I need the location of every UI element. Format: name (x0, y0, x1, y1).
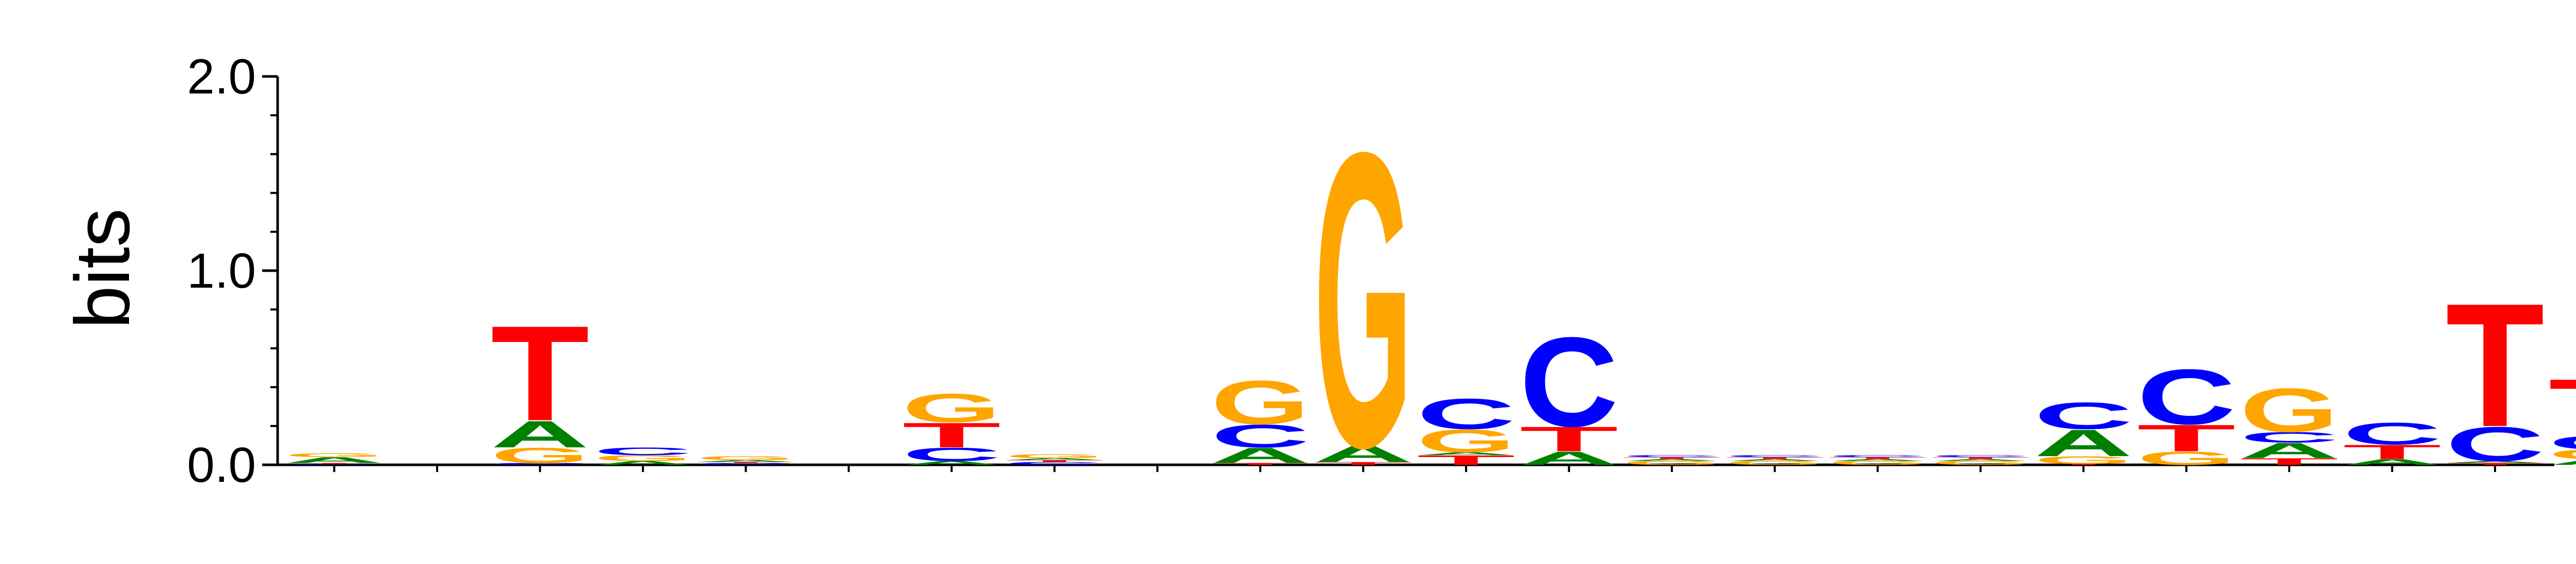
logo-letter-c: C (1726, 455, 1824, 458)
logo-letter-a: A (1931, 459, 2030, 462)
logo-letter-t: T (1005, 460, 1104, 463)
logo-letter-t: T (697, 462, 795, 463)
logo-letter-t: T (1211, 462, 1310, 465)
logo-letter-a: A (1005, 458, 1104, 461)
logo-letter-a: A (902, 460, 1001, 466)
logo-letter-c: C (1520, 311, 1618, 453)
logo-letter-g: G (2240, 376, 2339, 446)
logo-letter-a: A (697, 460, 795, 463)
logo-letter-c: C (1622, 455, 1721, 458)
logo-letter-t: T (285, 463, 383, 465)
logo-letter-g: G (285, 452, 383, 458)
logo-letter-g: G (2034, 454, 2133, 466)
logo-letter-a: A (593, 460, 692, 466)
logo-letter-a: A (1314, 441, 1412, 467)
logo-letter-t: T (1520, 419, 1618, 459)
logo-letter-c: C (491, 462, 589, 465)
logo-letter-g: G (1005, 453, 1104, 459)
logo-letter-g: G (2137, 448, 2235, 469)
logo-letter-c: C (1416, 389, 1515, 438)
logo-letter-c: C (2240, 429, 2339, 446)
y-tick-label: 1.0 (187, 243, 256, 299)
logo-letter-a: A (1520, 448, 1618, 469)
logo-letter-g: G (1726, 460, 1824, 466)
logo-letter-t: T (491, 297, 589, 449)
logo-letter-a: A (2343, 458, 2441, 467)
logo-letter-a: A (2549, 458, 2576, 467)
logo-letter-g: G (1211, 368, 1310, 438)
logo-letter-a: A (2240, 438, 2339, 463)
logo-letter-g: G (491, 443, 589, 467)
logo-letter-t: T (1931, 457, 2030, 460)
logo-letter-t: T (2445, 267, 2544, 463)
logo-letter-c: C (902, 444, 1001, 465)
logo-letter-c: C (593, 445, 692, 457)
logo-letter-g: G (1314, 66, 1412, 535)
logo-letter-a: A (2034, 422, 2133, 464)
logo-letter-t: T (1314, 461, 1412, 466)
y-axis-title: bits (59, 208, 146, 328)
logo-letter-t: T (1828, 457, 1927, 460)
logo-letter-c: C (285, 464, 383, 465)
logo-letter-a: A (1828, 459, 1927, 462)
logo-letter-c: C (2445, 417, 2544, 471)
logo-letter-a: A (285, 456, 383, 465)
logo-letter-g: G (1931, 460, 2030, 466)
logo-letter-t: T (2137, 417, 2235, 459)
logo-letter-g: G (697, 455, 795, 461)
logo-letter-t: T (2343, 441, 2441, 463)
logo-letter-g: G (1416, 423, 1515, 460)
logo-letter-a: A (1211, 443, 1310, 467)
logo-letter-t: T (1726, 457, 1824, 460)
chart-axes: 0.0 1.0 2.0 (187, 49, 2554, 493)
logo-letter-t: T (2549, 362, 2576, 453)
logo-letter-c: C (1005, 461, 1104, 466)
logo-letter-g: G (593, 453, 692, 463)
logo-letter-t: T (1416, 452, 1515, 467)
logo-letter-c: C (1211, 418, 1310, 454)
logo-letter-a: A (1726, 459, 1824, 462)
y-tick-label: 2.0 (187, 49, 256, 104)
logo-letter-t: T (902, 416, 1001, 455)
logo-letter-c: C (2137, 353, 2235, 441)
logo-letter-c: C (2034, 395, 2133, 437)
logo-letter-c: C (1931, 455, 2030, 458)
logo-letter-a: A (1416, 451, 1515, 456)
logo-letter-a: A (1622, 459, 1721, 462)
logo-letter-c: C (1828, 455, 1927, 458)
logo-letter-t: T (1622, 457, 1721, 460)
logo-letter-c: C (2549, 432, 2576, 453)
logo-letter-g: G (902, 385, 1001, 431)
logo-letter-g: G (1828, 460, 1927, 466)
logo-letter-t: T (2034, 464, 2133, 465)
y-tick-label: 0.0 (187, 437, 256, 493)
logo-letter-t: T (2445, 462, 2544, 465)
logo-letter-c: C (2343, 416, 2441, 451)
logo-letter-c: C (697, 462, 795, 465)
logo-letter-a: A (2445, 460, 2544, 463)
logo-letter-g: G (1622, 460, 1721, 466)
logo-letter-t: T (2240, 456, 2339, 467)
logo-letter-g: G (2549, 447, 2576, 462)
logo-letter-a: A (491, 413, 589, 456)
